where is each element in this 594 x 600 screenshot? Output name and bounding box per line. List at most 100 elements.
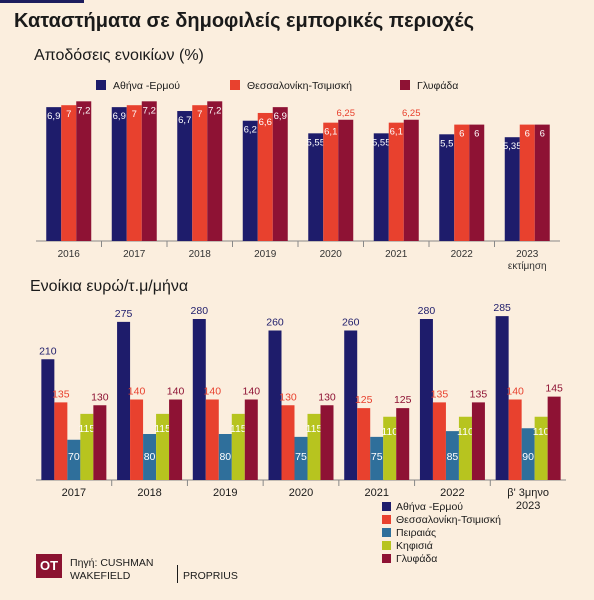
data-label-yield: 5,35 xyxy=(503,141,522,152)
data-label-yield: 5,55 xyxy=(307,137,326,148)
data-label-yield: 7 xyxy=(197,109,202,120)
data-label-rent: 130 xyxy=(318,391,336,403)
bar-rent-3 xyxy=(231,413,245,480)
data-label-yield: 5,5 xyxy=(440,138,453,149)
x-tick-label-top: 2023 xyxy=(516,249,539,260)
legend-swatch-top-0 xyxy=(96,80,106,90)
bar-yield-2 xyxy=(272,107,288,241)
legend-label-top-1: Θεσσαλονίκη-Τσιμισκή xyxy=(247,80,352,92)
data-label-rent: 110 xyxy=(381,426,398,438)
x-tick-label-bottom: 2017 xyxy=(62,487,86,499)
data-label-yield: 6 xyxy=(540,129,545,140)
bar-rent-3 xyxy=(156,413,170,480)
bar-yield-2 xyxy=(403,119,419,241)
data-label-rent: 210 xyxy=(39,345,57,357)
data-label-rent: 135 xyxy=(431,388,449,400)
data-label-yield: 7,2 xyxy=(143,105,156,116)
data-label-rent: 275 xyxy=(115,308,133,320)
data-label-rent: 260 xyxy=(266,317,284,329)
top-accent-line xyxy=(0,0,84,3)
data-label-rent: 115 xyxy=(306,423,323,435)
data-label-rent: 85 xyxy=(447,451,459,463)
data-label-rent: 125 xyxy=(394,394,412,406)
bar-yield-0 xyxy=(373,133,389,241)
bar-yield-1 xyxy=(323,122,339,241)
bar-yield-0 xyxy=(177,111,193,242)
data-label-rent: 130 xyxy=(91,391,109,403)
x-tick-label-top: 2020 xyxy=(320,249,343,260)
legend-swatch-bottom-2 xyxy=(382,528,391,537)
bar-yield-0 xyxy=(242,120,258,241)
bar-rent-3 xyxy=(307,413,321,480)
page-title: Καταστήματα σε δημοφιλείς εμπορικές περι… xyxy=(14,10,474,32)
legend-swatch-top-1 xyxy=(230,80,240,90)
data-label-yield: 6 xyxy=(525,129,530,140)
source-line-2: WAKEFIELD xyxy=(70,570,131,582)
data-label-rent: 70 xyxy=(68,451,80,463)
legend-label-top-0: Αθήνα -Ερμού xyxy=(113,80,180,92)
data-label-rent: 140 xyxy=(243,386,261,398)
bar-rent-4 xyxy=(244,399,258,480)
data-label-rent: 285 xyxy=(493,302,511,314)
data-label-rent: 80 xyxy=(144,451,156,463)
source-separator xyxy=(177,565,178,583)
bar-rent-2 xyxy=(521,428,535,480)
source-line-3: PROPRIUS xyxy=(183,570,238,582)
x-tick-label-top: εκτίμηση xyxy=(508,260,547,272)
legend-label-bottom-0: Αθήνα -Ερμού xyxy=(396,501,463,513)
bar-yield-2 xyxy=(338,119,354,241)
bar-rent-1 xyxy=(205,399,219,480)
bar-rent-2 xyxy=(218,434,232,480)
legend-label-top-2: Γλυφάδα xyxy=(417,80,458,92)
data-label-rent: 115 xyxy=(78,423,95,435)
data-label-rent: 110 xyxy=(457,426,474,438)
data-label-rent: 125 xyxy=(355,394,373,406)
data-label-rent: 75 xyxy=(295,451,307,463)
source-line-1: Πηγή: CUSHMAN xyxy=(70,557,154,569)
bar-yield-1 xyxy=(257,112,273,242)
ot-logo: OT xyxy=(36,554,62,578)
data-label-yield: 6,9 xyxy=(113,111,126,122)
bar-rent-1 xyxy=(54,402,68,480)
bar-rent-0 xyxy=(419,319,433,480)
bar-rent-0 xyxy=(117,321,131,480)
bar-yield-1 xyxy=(519,124,535,241)
bar-rent-4 xyxy=(93,405,107,480)
bar-yield-1 xyxy=(388,122,404,241)
legend-swatch-bottom-3 xyxy=(382,541,391,550)
data-label-yield: 5,55 xyxy=(372,137,391,148)
chart-title-yields: Αποδόσεις ενοικίων (%) xyxy=(34,47,204,64)
bar-rent-2 xyxy=(370,436,384,480)
data-label-yield: 7 xyxy=(132,109,137,120)
bar-rent-4 xyxy=(169,399,183,480)
x-tick-label-bottom: 2022 xyxy=(440,487,464,499)
data-label-rent: 90 xyxy=(522,451,534,463)
bar-yield-0 xyxy=(46,107,62,241)
bar-yield-2 xyxy=(534,124,550,241)
data-label-rent: 130 xyxy=(279,391,297,403)
bar-rent-3 xyxy=(80,413,94,480)
bar-rent-2 xyxy=(294,436,308,480)
bar-rent-1 xyxy=(130,399,144,480)
bar-yield-2 xyxy=(141,101,157,241)
legend-label-bottom-2: Πειραιάς xyxy=(396,527,436,539)
bar-rent-2 xyxy=(143,434,157,480)
bar-rent-3 xyxy=(383,416,397,480)
data-label-rent: 145 xyxy=(545,383,563,395)
data-label-rent: 140 xyxy=(167,386,185,398)
bar-yield-1 xyxy=(454,124,470,241)
source-text: Πηγή: CUSHMAN WAKEFIELD xyxy=(70,557,153,583)
x-tick-label-top: 2018 xyxy=(189,249,212,260)
bar-rent-3 xyxy=(458,416,472,480)
bar-rent-1 xyxy=(432,402,446,480)
legend-swatch-top-2 xyxy=(400,80,410,90)
data-label-rent: 280 xyxy=(418,305,436,317)
bar-yield-0 xyxy=(439,134,455,241)
x-tick-label-top: 2022 xyxy=(451,249,474,260)
chart-title-rents: Ενοίκια ευρώ/τ.μ/μήνα xyxy=(30,278,189,295)
data-label-yield: 6,2 xyxy=(244,125,257,136)
data-label-rent: 135 xyxy=(52,388,70,400)
x-tick-label-top: 2016 xyxy=(58,249,81,260)
data-label-yield: 6,9 xyxy=(274,111,287,122)
